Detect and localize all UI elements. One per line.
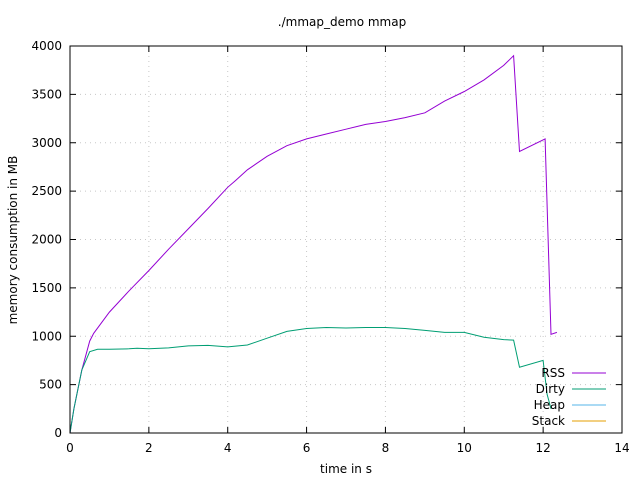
x-tick-label: 4 — [224, 441, 232, 455]
x-tick-label: 12 — [536, 441, 551, 455]
y-tick-label: 1500 — [31, 281, 62, 295]
x-tick-label: 0 — [66, 441, 74, 455]
y-tick-label: 2000 — [31, 233, 62, 247]
x-tick-label: 10 — [457, 441, 472, 455]
y-tick-label: 3000 — [31, 136, 62, 150]
x-tick-label: 8 — [382, 441, 390, 455]
y-tick-label: 3500 — [31, 87, 62, 101]
series-line-rss — [69, 54, 558, 434]
y-tick-label: 500 — [39, 378, 62, 392]
legend-label-stack: Stack — [532, 414, 565, 428]
x-tick-label: 2 — [145, 441, 153, 455]
y-tick-label: 4000 — [31, 39, 62, 53]
x-tick-label: 6 — [303, 441, 311, 455]
series-line-dirty — [69, 326, 552, 434]
legend-label-heap: Heap — [534, 398, 565, 412]
legend-label-rss: RSS — [541, 366, 565, 380]
y-tick-label: 0 — [54, 426, 62, 440]
legend-label-dirty: Dirty — [536, 382, 565, 396]
grid — [70, 46, 622, 433]
legend: RSS Dirty Heap Stack — [532, 366, 606, 428]
y-axis-label: memory consumption in MB — [6, 156, 20, 325]
x-axis-label: time in s — [320, 462, 372, 476]
y-tick-label: 1000 — [31, 329, 62, 343]
axis-ticks: 0 2 4 6 8 10 12 14 0 500 1000 1500 2000 2500 3000 3500 4… — [31, 39, 629, 455]
x-tick-label: 14 — [614, 441, 629, 455]
chart-title: ./mmap_demo mmap — [278, 15, 406, 29]
series-lines — [69, 54, 558, 434]
y-tick-label: 2500 — [31, 184, 62, 198]
